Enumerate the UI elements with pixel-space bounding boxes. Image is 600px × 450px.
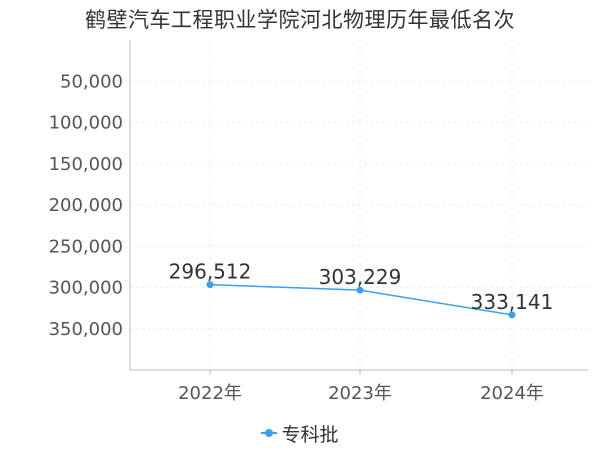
chart-title: 鹤壁汽车工程职业学院河北物理历年最低名次 bbox=[85, 8, 515, 32]
data-point bbox=[508, 311, 516, 319]
y-tick-label: 100,000 bbox=[49, 113, 123, 134]
x-tick-label: 2022年 bbox=[178, 383, 242, 404]
y-tick-label: 50,000 bbox=[60, 71, 123, 92]
data-point bbox=[206, 281, 214, 289]
y-tick-label: 350,000 bbox=[49, 319, 123, 340]
data-point bbox=[356, 286, 364, 294]
y-tick-label: 300,000 bbox=[49, 278, 123, 299]
legend-marker-icon bbox=[261, 428, 278, 437]
legend-label-zhuanke: 专科批 bbox=[281, 424, 339, 446]
data-label: 333,141 bbox=[471, 290, 554, 314]
x-tick-label: 2024年 bbox=[480, 383, 544, 404]
x-tick-labels: 2022年 2023年 2024年 bbox=[178, 383, 544, 404]
y-tick-label: 150,000 bbox=[49, 154, 123, 175]
legend[interactable]: 专科批 bbox=[0, 420, 600, 447]
axes bbox=[129, 40, 588, 375]
y-tick-label: 200,000 bbox=[49, 195, 123, 216]
data-points bbox=[206, 281, 516, 319]
grid-lines bbox=[130, 40, 588, 370]
data-labels: 296,512 303,229 333,141 bbox=[169, 260, 554, 314]
data-label: 303,229 bbox=[319, 265, 402, 289]
data-label: 296,512 bbox=[169, 260, 252, 284]
y-tick-label: 250,000 bbox=[49, 236, 123, 257]
x-tick-label: 2023年 bbox=[328, 383, 392, 404]
y-tick-labels: 50,000 100,000 150,000 200,000 250,000 300,00… bbox=[49, 71, 123, 340]
